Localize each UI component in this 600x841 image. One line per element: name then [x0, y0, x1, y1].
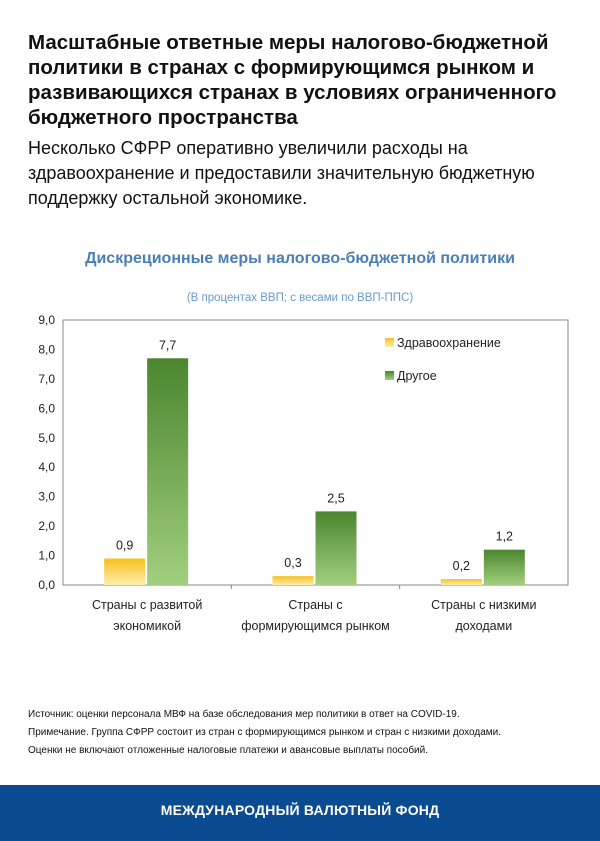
- y-tick-label: 6,0: [38, 401, 55, 415]
- notes: Источник: оценки персонала МВФ на базе о…: [28, 706, 501, 760]
- data-label: 0,2: [453, 559, 470, 573]
- x-category-label: Страны с развитой: [92, 598, 202, 612]
- footer-label: МЕЖДУНАРОДНЫЙ ВАЛЮТНЫЙ ФОНД: [160, 802, 440, 818]
- page-title: Масштабные ответные меры налогово-бюджет…: [28, 31, 557, 129]
- y-tick-label: 1,0: [38, 549, 55, 563]
- y-tick-label: 0,0: [38, 578, 55, 592]
- data-label: 0,9: [116, 539, 133, 553]
- source-note: Источник: оценки персонала МВФ на базе о…: [28, 709, 460, 720]
- bar-other: [147, 358, 189, 585]
- data-label: 2,5: [327, 491, 344, 505]
- bar-health: [440, 579, 482, 585]
- page-subtitle: Несколько СФРР оперативно увеличили расх…: [28, 138, 535, 208]
- chart-subtitle: (В процентах ВВП; с весами по ВВП-ППС): [186, 292, 414, 304]
- x-category-label: Страны с: [288, 598, 342, 612]
- bar-chart: 0,0 1,0 2,0 3,0 4,0 5,0 6,0 7,0 8,0 9,0 0,9 7,7 Стра…: [38, 313, 569, 633]
- note: Оценки не включают отложенные налоговые …: [28, 745, 428, 756]
- x-category-label: Страны с низкими: [431, 598, 536, 612]
- legend-label: Здравоохранение: [397, 336, 501, 350]
- legend-swatch: [385, 371, 394, 380]
- data-label: 1,2: [496, 530, 513, 544]
- y-tick-label: 4,0: [38, 460, 55, 474]
- data-label: 7,7: [159, 338, 176, 352]
- y-tick-label: 2,0: [38, 519, 55, 533]
- y-tick-label: 7,0: [38, 372, 55, 386]
- legend-swatch: [385, 338, 394, 347]
- note: Примечание. Группа СФРР состоит из стран…: [28, 727, 502, 738]
- y-tick-label: 5,0: [38, 431, 55, 445]
- y-tick-label: 8,0: [38, 342, 55, 356]
- x-category-label: формирующимся рынком: [241, 619, 390, 633]
- bar-other: [483, 549, 525, 585]
- x-category-label: доходами: [455, 619, 512, 633]
- bar-health: [104, 558, 146, 585]
- footer-banner: МЕЖДУНАРОДНЫЙ ВАЛЮТНЫЙ ФОНД: [0, 785, 600, 841]
- bar-health: [272, 576, 314, 585]
- data-label: 0,3: [284, 556, 301, 570]
- x-category-label: экономикой: [113, 619, 181, 633]
- y-tick-label: 9,0: [38, 313, 55, 327]
- chart-title: Дискреционные меры налогово-бюджетной по…: [85, 250, 515, 267]
- bar-other: [315, 511, 357, 585]
- y-tick-label: 3,0: [38, 490, 55, 504]
- legend-label: Другое: [397, 369, 437, 383]
